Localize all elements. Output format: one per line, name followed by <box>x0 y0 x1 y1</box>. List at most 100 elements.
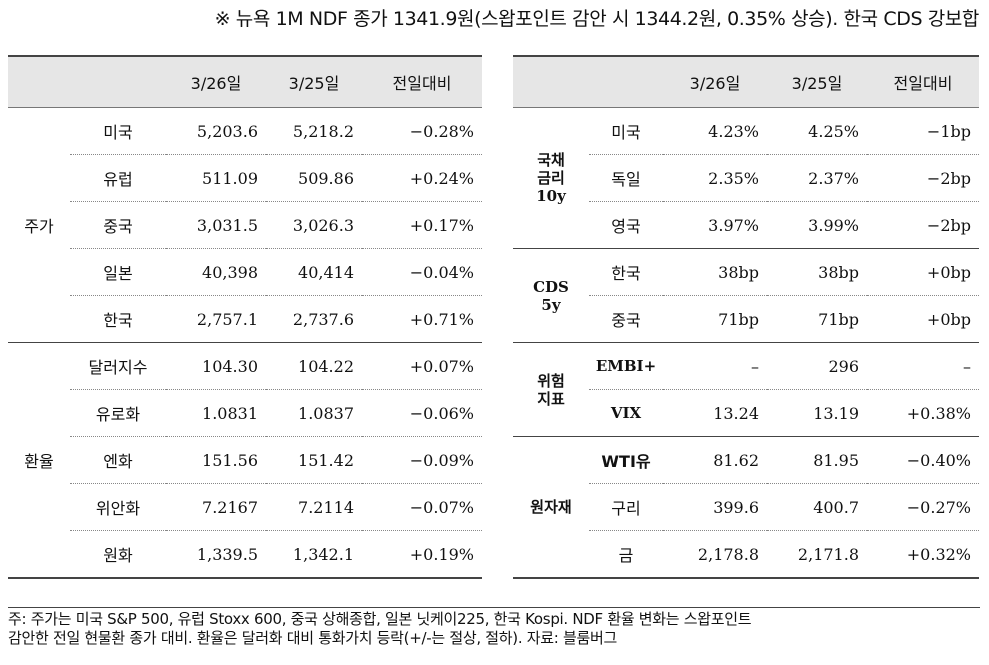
row-value-d2: 4.25% <box>767 107 867 155</box>
table-row: 일본 40,398 40,414 −0.04% <box>8 248 482 296</box>
row-value-d2: 40,414 <box>266 248 362 296</box>
row-name: 중국 <box>70 201 166 249</box>
row-name: WTI유 <box>589 436 663 484</box>
group-label-line1: CDS <box>533 277 569 296</box>
row-change: +0bp <box>867 248 979 296</box>
row-name: 미국 <box>589 107 663 155</box>
right-market-table: 3/26일 3/25일 전일대비 국채 금리 10y 미국 4.23% 4.25… <box>513 55 979 579</box>
row-value-d2: 71bp <box>767 295 867 343</box>
table-row: 영국 3.97% 3.99% −2bp <box>513 201 979 249</box>
row-value-d2: 81.95 <box>767 436 867 484</box>
group-label-risk: 위험 지표 <box>513 342 589 437</box>
row-value-d2: 151.42 <box>266 436 362 484</box>
row-value-d1: 7.2167 <box>166 483 266 531</box>
table-row: 유럽 511.09 509.86 +0.24% <box>8 154 482 202</box>
row-change: +0.38% <box>867 389 979 437</box>
row-name: 달러지수 <box>70 342 166 390</box>
row-value-d1: 511.09 <box>166 154 266 202</box>
row-change: −0.09% <box>362 436 482 484</box>
footnote-line1: 주: 주가는 미국 S&P 500, 유럽 Stoxx 600, 중국 상해종합… <box>8 610 752 628</box>
row-change: +0.32% <box>867 530 979 579</box>
row-value-d2: 2,737.6 <box>266 295 362 343</box>
row-value-d1: 3,031.5 <box>166 201 266 249</box>
row-value-d1: 13.24 <box>663 389 767 437</box>
row-value-d2: 509.86 <box>266 154 362 202</box>
row-value-d2: 5,218.2 <box>266 107 362 155</box>
group-label-fx: 환율 <box>8 342 70 579</box>
header-date2: 3/25일 <box>767 55 867 108</box>
table-row: 유로화 1.0831 1.0837 −0.06% <box>8 389 482 437</box>
group-label-commodities: 원자재 <box>513 436 589 579</box>
row-value-d1: 399.6 <box>663 483 767 531</box>
row-name: EMBI+ <box>589 342 663 390</box>
row-value-d2: 3.99% <box>767 201 867 249</box>
header-group <box>513 55 589 108</box>
row-value-d2: 1,342.1 <box>266 530 362 579</box>
row-change: −2bp <box>867 201 979 249</box>
group-label-line1: 위험 <box>537 371 565 390</box>
header-name <box>589 55 663 108</box>
row-name: 구리 <box>589 483 663 531</box>
row-change: −2bp <box>867 154 979 202</box>
header-group <box>8 55 70 108</box>
table-row: CDS 5y 한국 38bp 38bp +0bp <box>513 248 979 343</box>
row-name: 위안화 <box>70 483 166 531</box>
row-name: 금 <box>589 530 663 579</box>
row-value-d2: 400.7 <box>767 483 867 531</box>
group-label-line1: 원자재 <box>530 498 572 516</box>
group-label-line1: 국채 <box>537 151 565 169</box>
row-change: −0.06% <box>362 389 482 437</box>
row-name: 일본 <box>70 248 166 296</box>
row-change: −0.07% <box>362 483 482 531</box>
row-change: +0.71% <box>362 295 482 343</box>
row-value-d2: 104.22 <box>266 342 362 390</box>
row-value-d1: 71bp <box>663 295 767 343</box>
group-label-stocks: 주가 <box>8 107 70 343</box>
row-change: −1bp <box>867 107 979 155</box>
table-header-row: 3/26일 3/25일 전일대비 <box>513 55 979 108</box>
row-value-d1: 40,398 <box>166 248 266 296</box>
row-value-d1: 2,757.1 <box>166 295 266 343</box>
header-change: 전일대비 <box>867 55 979 108</box>
row-value-d1: 4.23% <box>663 107 767 155</box>
row-value-d2: 3,026.3 <box>266 201 362 249</box>
row-value-d1: 151.56 <box>166 436 266 484</box>
footnote-line2: 감안한 전일 현물환 종가 대비. 환율은 달러화 대비 통화가치 등락(+/-… <box>8 629 617 647</box>
group-label-line2: 지표 <box>537 389 565 408</box>
row-value-d1: 1,339.5 <box>166 530 266 579</box>
row-value-d1: 38bp <box>663 248 767 296</box>
row-value-d2: 2,171.8 <box>767 530 867 579</box>
header-date1: 3/26일 <box>663 55 767 108</box>
group-label-bond-yield: 국채 금리 10y <box>513 107 589 249</box>
table-row: 주가 미국 5,203.6 5,218.2 −0.28% <box>8 107 482 343</box>
row-name: 미국 <box>70 107 166 155</box>
table-header-row: 3/26일 3/25일 전일대비 <box>8 55 482 108</box>
row-value-d1: 2,178.8 <box>663 530 767 579</box>
table-row: 중국 3,031.5 3,026.3 +0.17% <box>8 201 482 249</box>
row-change: +0.24% <box>362 154 482 202</box>
row-name: 원화 <box>70 530 166 579</box>
row-value-d1: – <box>663 342 767 390</box>
table-row: 한국 2,757.1 2,737.6 +0.71% <box>8 295 482 343</box>
row-name: 유럽 <box>70 154 166 202</box>
header-date1: 3/26일 <box>166 55 266 108</box>
footnote: 주: 주가는 미국 S&P 500, 유럽 Stoxx 600, 중국 상해종합… <box>8 607 980 648</box>
header-date2: 3/25일 <box>266 55 362 108</box>
row-value-d1: 1.0831 <box>166 389 266 437</box>
row-value-d2: 2.37% <box>767 154 867 202</box>
table-row: 독일 2.35% 2.37% −2bp <box>513 154 979 202</box>
row-name: VIX <box>589 389 663 437</box>
row-value-d2: 13.19 <box>767 389 867 437</box>
table-row: 중국 71bp 71bp +0bp <box>513 295 979 343</box>
row-change: +0.19% <box>362 530 482 579</box>
header-name <box>70 55 166 108</box>
row-change: +0.07% <box>362 342 482 390</box>
row-name: 영국 <box>589 201 663 249</box>
group-label-line2: 금리 <box>537 169 565 187</box>
row-value-d1: 2.35% <box>663 154 767 202</box>
table-row: VIX 13.24 13.19 +0.38% <box>513 389 979 437</box>
row-value-d2: 296 <box>767 342 867 390</box>
row-change: −0.28% <box>362 107 482 155</box>
row-change: +0bp <box>867 295 979 343</box>
table-row: 환율 달러지수 104.30 104.22 +0.07% <box>8 342 482 579</box>
